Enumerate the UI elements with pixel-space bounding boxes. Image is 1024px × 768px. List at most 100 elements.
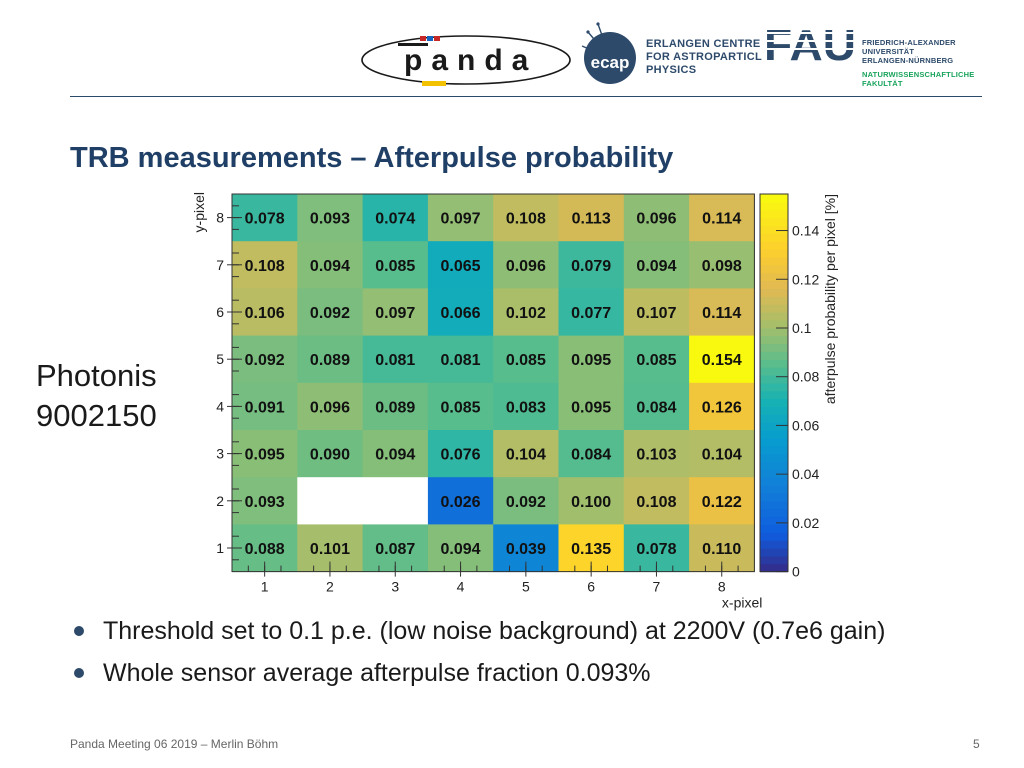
- cell-value-label: 0.095: [571, 352, 611, 369]
- heatmap-cell-empty: [297, 477, 364, 525]
- slide-header: panda ecap ERLANGEN CENTRE FOR ASTROPART…: [0, 0, 1024, 100]
- fau-name-line: UNIVERSITÄT: [862, 47, 915, 56]
- colorbar-segment: [760, 422, 788, 431]
- bullet-text: Whole sensor average afterpulse fraction…: [103, 659, 651, 687]
- cell-value-label: 0.097: [375, 305, 415, 322]
- cell-value-label: 0.103: [636, 447, 676, 464]
- heatmap-cell: [689, 477, 755, 525]
- heatmap-cell: [689, 194, 755, 242]
- cell-value-label: 0.095: [245, 447, 285, 464]
- colorbar-tick-label: 0.08: [792, 369, 819, 385]
- heatmap-cell: [362, 194, 429, 242]
- cell-value-label: 0.079: [571, 258, 611, 275]
- colorbar-frame: [759, 193, 789, 573]
- colorbar-segment: [760, 217, 788, 227]
- fau-faculty: NATURWISSENSCHAFTLICHE FAKULTÄT: [862, 70, 974, 88]
- heatmap-cell: [493, 241, 559, 289]
- cell-value-label: 0.094: [441, 541, 481, 558]
- cell-value-label: 0.083: [506, 399, 546, 416]
- colorbar-segment: [760, 319, 788, 329]
- x-tick-label: 6: [587, 579, 595, 595]
- cell-value-label: 0.077: [571, 305, 611, 322]
- cell-value-label: 0.084: [636, 399, 676, 416]
- heatmap-cell: [558, 477, 625, 525]
- colorbar-segment: [760, 477, 788, 486]
- x-tick-label: 1: [261, 579, 269, 595]
- cell-value-label: 0.092: [310, 305, 350, 322]
- bullet-dot-icon: [74, 626, 84, 636]
- cell-value-label: 0.096: [310, 399, 350, 416]
- sensor-label: Photonis 9002150: [36, 356, 157, 436]
- heatmap-cell: [427, 430, 494, 478]
- heatmap-cell: [427, 288, 494, 337]
- y-tick-label: 6: [216, 304, 224, 320]
- cell-value-label: 0.087: [375, 541, 415, 558]
- colorbar-segment: [760, 327, 788, 337]
- heatmap-cell: [493, 477, 559, 525]
- cell-value-label: 0.094: [375, 447, 415, 464]
- colorbar-segment: [760, 351, 788, 360]
- heatmap-cell: [493, 430, 559, 478]
- colorbar-segment: [760, 241, 788, 250]
- heatmap-cell: [623, 430, 690, 478]
- heatmap-cell: [232, 430, 298, 478]
- cell-value-label: 0.101: [310, 541, 350, 558]
- ecap-logo: ecap: [581, 22, 636, 84]
- cell-value-label: 0.076: [441, 447, 481, 464]
- x-tick-label: 4: [457, 579, 465, 595]
- y-tick-label: 2: [216, 493, 224, 509]
- colorbar-tick-label: 0.02: [792, 515, 819, 531]
- heatmap-cell: [362, 382, 429, 431]
- cell-value-label: 0.135: [571, 541, 611, 558]
- cell-value-label: 0.085: [506, 352, 546, 369]
- y-axis-label: y-pixel: [191, 192, 207, 232]
- heatmap-cell: [493, 382, 559, 431]
- cell-value-label: 0.084: [571, 447, 611, 464]
- cell-value-label: 0.078: [245, 211, 285, 228]
- heatmap-cell: [297, 241, 364, 289]
- heatmap-cell: [297, 335, 364, 384]
- footer-text: Panda Meeting 06 2019 – Merlin Böhm: [70, 737, 279, 751]
- colorbar-segment: [760, 430, 788, 439]
- cell-value-label: 0.114: [702, 211, 741, 228]
- fau-faculty-line: NATURWISSENSCHAFTLICHE: [862, 70, 975, 79]
- colorbar-segment: [760, 233, 788, 242]
- plot-frame: [231, 193, 755, 573]
- y-tick-label: 8: [216, 210, 224, 226]
- cell-value-label: 0.081: [441, 352, 481, 369]
- colorbar-segment: [760, 406, 788, 415]
- cell-value-label: 0.066: [441, 305, 481, 322]
- heatmap-cell: [623, 241, 690, 289]
- cell-value-label: 0.102: [506, 305, 546, 322]
- colorbar-segment: [760, 469, 788, 478]
- heatmap-cell: [493, 335, 559, 384]
- heatmap-chart: 0.078 0.093 0.074 0.097 0.108 0.113 0.096 0.114…: [191, 192, 838, 611]
- fau-logo: FAU: [762, 24, 862, 64]
- cell-value-label: 0.078: [636, 541, 676, 558]
- heatmap-cell: [232, 477, 298, 525]
- cell-value-label: 0.097: [441, 211, 481, 228]
- heatmap-cell: [232, 382, 298, 431]
- heatmap-cell: [623, 335, 690, 384]
- colorbar-axis-label: afterpulse probability per pixel [%]: [822, 194, 838, 404]
- panda-logo: panda: [361, 35, 571, 86]
- cell-value-label: 0.096: [636, 211, 676, 228]
- colorbar-segment: [760, 563, 788, 573]
- heatmap-cell: [623, 382, 690, 431]
- cell-value-label: 0.093: [245, 494, 285, 511]
- cell-value-label: 0.088: [245, 541, 285, 558]
- colorbar-segment: [760, 485, 788, 494]
- heatmap-cell: [297, 382, 364, 431]
- cell-value-label: 0.126: [702, 399, 742, 416]
- cell-value-label: 0.085: [375, 258, 415, 275]
- y-tick-label: 3: [216, 446, 224, 462]
- sensor-label-line2: 9002150: [36, 398, 157, 433]
- colorbar-segment: [760, 524, 788, 533]
- heatmap-cell: [362, 335, 429, 384]
- colorbar-segment: [760, 508, 788, 518]
- heatmap-cell: [558, 335, 625, 384]
- bullet-list: Threshold set to 0.1 p.e. (low noise bac…: [70, 614, 885, 698]
- heatmap-cell: [689, 288, 755, 337]
- heatmap-cell: [558, 288, 625, 337]
- cell-value-label: 0.092: [506, 494, 546, 511]
